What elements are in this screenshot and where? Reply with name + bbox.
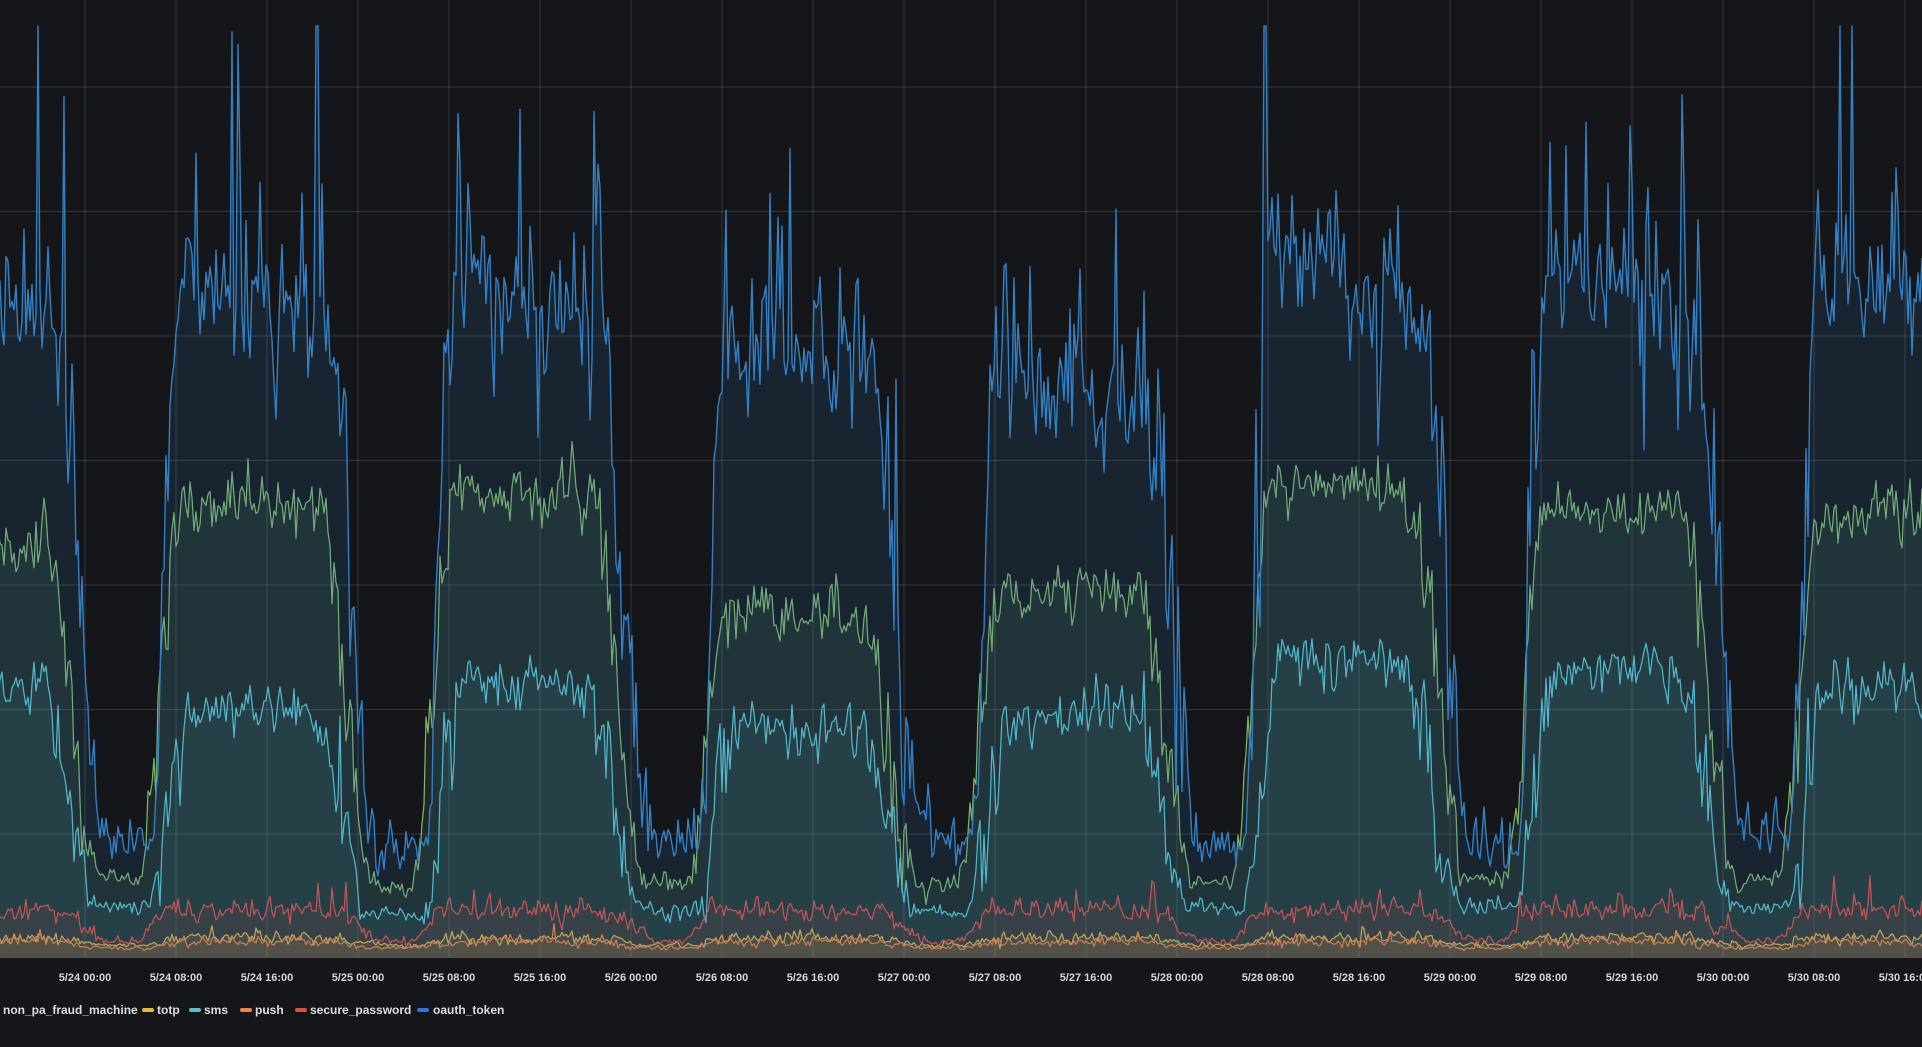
svg-text:5/30 00:00: 5/30 00:00 — [1697, 972, 1750, 984]
svg-text:5/27 00:00: 5/27 00:00 — [878, 972, 931, 984]
svg-text:5/29 00:00: 5/29 00:00 — [1424, 972, 1477, 984]
svg-text:5/30 16:00: 5/30 16:00 — [1879, 972, 1922, 984]
svg-text:5/25 00:00: 5/25 00:00 — [332, 972, 385, 984]
svg-text:5/29 08:00: 5/29 08:00 — [1515, 972, 1568, 984]
svg-text:5/26 08:00: 5/26 08:00 — [696, 972, 749, 984]
svg-text:5/27 16:00: 5/27 16:00 — [1060, 972, 1113, 984]
svg-text:5/28 16:00: 5/28 16:00 — [1333, 972, 1386, 984]
svg-text:5/29 16:00: 5/29 16:00 — [1606, 972, 1659, 984]
svg-text:5/28 08:00: 5/28 08:00 — [1242, 972, 1295, 984]
svg-text:5/26 16:00: 5/26 16:00 — [787, 972, 840, 984]
svg-text:5/26 00:00: 5/26 00:00 — [605, 972, 658, 984]
svg-text:5/27 08:00: 5/27 08:00 — [969, 972, 1022, 984]
svg-text:5/28 00:00: 5/28 00:00 — [1151, 972, 1204, 984]
svg-text:5/30 08:00: 5/30 08:00 — [1788, 972, 1841, 984]
svg-text:5/24 16:00: 5/24 16:00 — [241, 972, 294, 984]
svg-text:5/25 16:00: 5/25 16:00 — [514, 972, 567, 984]
svg-text:5/24 08:00: 5/24 08:00 — [150, 972, 203, 984]
svg-text:5/25 08:00: 5/25 08:00 — [423, 972, 476, 984]
svg-text:5/24 00:00: 5/24 00:00 — [59, 972, 112, 984]
